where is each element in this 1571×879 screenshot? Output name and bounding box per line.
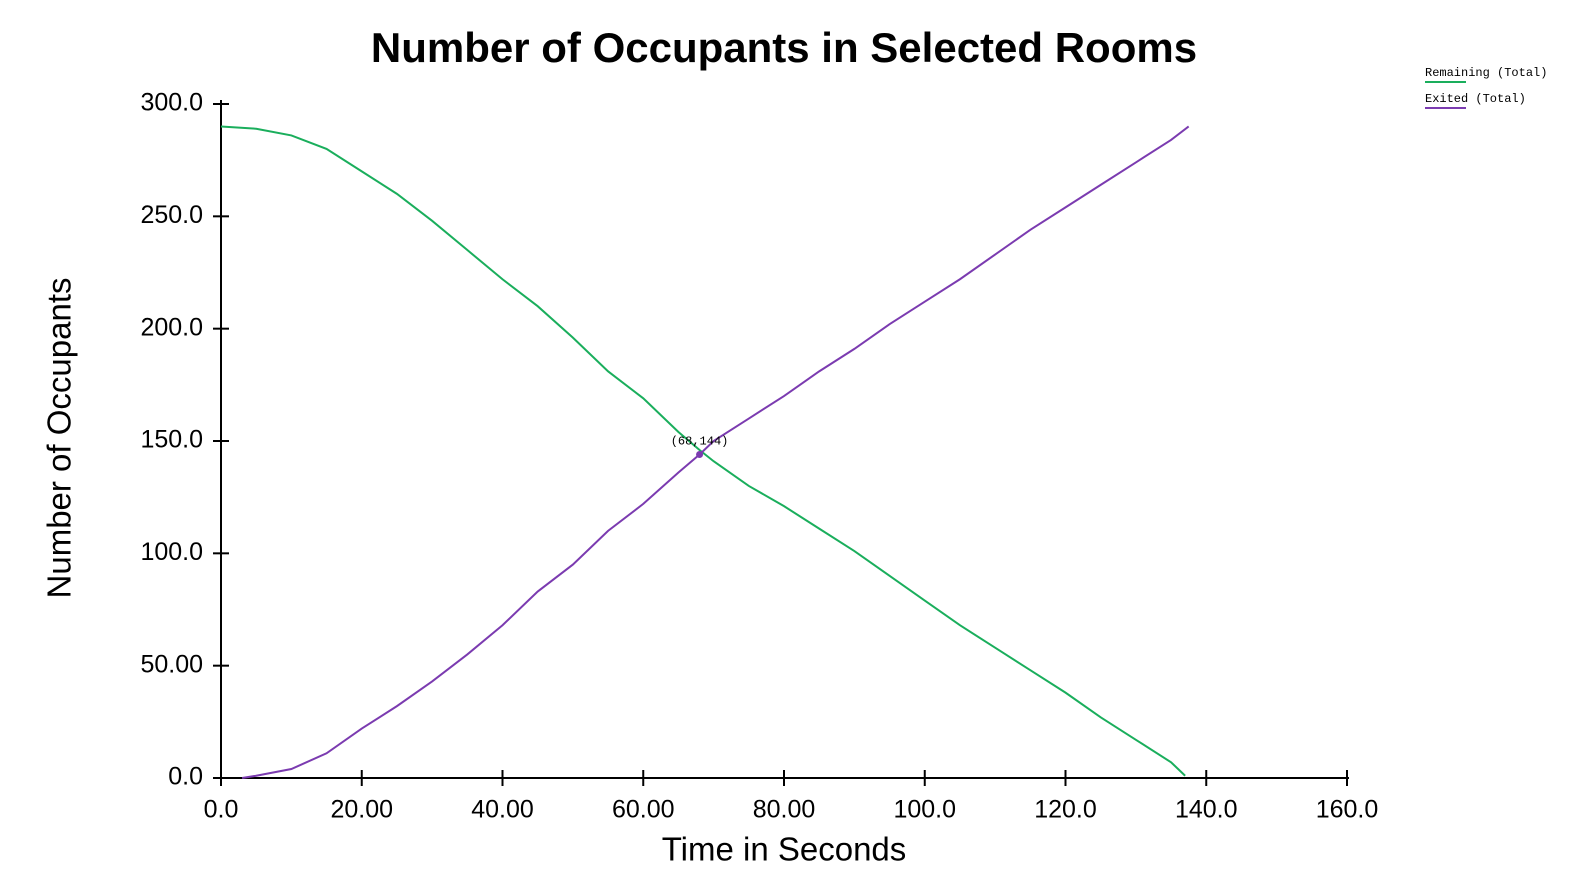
y-tick-label: 150.0 — [140, 426, 203, 454]
y-tick-label: 100.0 — [140, 538, 203, 566]
legend-label: Remaining (Total) — [1425, 66, 1547, 80]
legend-label: Exited (Total) — [1425, 92, 1526, 106]
x-tick-label: 20.00 — [330, 796, 393, 824]
series-line — [220, 125, 1186, 777]
annotation-label: (68,144) — [671, 435, 729, 449]
x-tick-label: 60.00 — [612, 796, 675, 824]
y-tick-label: 300.0 — [140, 89, 203, 117]
x-tick-label: 160.0 — [1316, 796, 1379, 824]
x-axis-label: Time in Seconds — [662, 831, 907, 868]
x-tick-label: 80.00 — [753, 796, 816, 824]
chart-title: Number of Occupants in Selected Rooms — [371, 24, 1197, 71]
series-line — [241, 125, 1190, 779]
y-tick-label: 0.0 — [168, 763, 203, 791]
y-axis-label: Number of Occupants — [41, 278, 78, 599]
y-tick-label: 50.00 — [140, 650, 203, 678]
x-tick-label: 0.0 — [204, 796, 239, 824]
annotation-point — [696, 450, 704, 458]
x-tick-label: 40.00 — [471, 796, 534, 824]
x-tick-label: 100.0 — [893, 796, 956, 824]
x-tick-label: 120.0 — [1034, 796, 1097, 824]
x-tick-label: 140.0 — [1175, 796, 1238, 824]
y-tick-label: 200.0 — [140, 313, 203, 341]
y-tick-label: 250.0 — [140, 201, 203, 229]
